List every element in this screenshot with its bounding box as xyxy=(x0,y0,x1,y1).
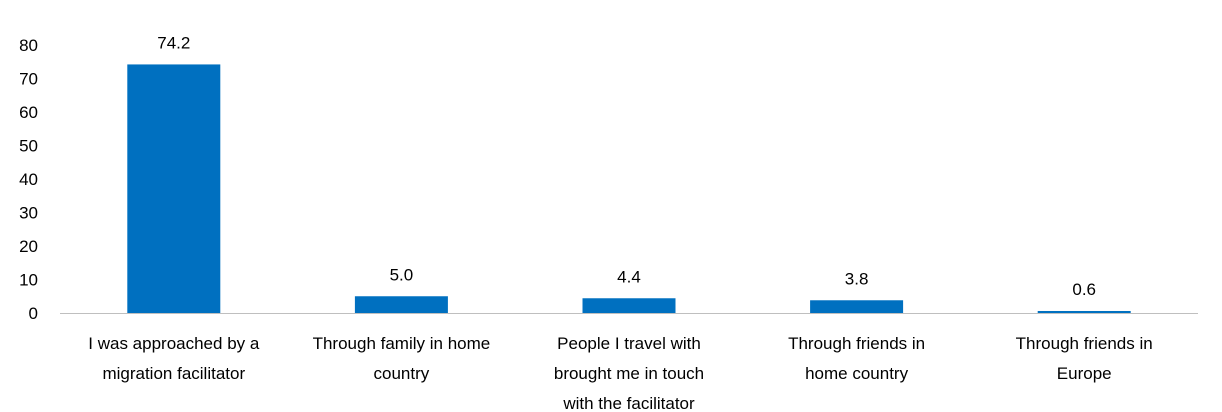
y-tick-label: 30 xyxy=(19,204,38,223)
bar xyxy=(354,296,448,313)
x-category-label: I was approached by a migration facilitat… xyxy=(88,334,260,383)
y-tick-label: 0 xyxy=(29,304,38,323)
y-tick-label: 70 xyxy=(19,70,38,89)
x-category-label: People I travel with brought me in touch w… xyxy=(554,334,704,412)
bar-value-label: 74.2 xyxy=(157,33,190,52)
x-category-label: Through friends in Europe xyxy=(1016,334,1153,383)
x-category-label-line: Through family in home xyxy=(313,334,491,353)
bar xyxy=(582,298,676,313)
x-category-label-line: People I travel with xyxy=(557,334,701,353)
bar xyxy=(810,300,904,313)
x-category-label-line: home country xyxy=(805,364,908,383)
x-category-label: Through family in home country xyxy=(313,334,491,383)
x-category-label: Through friends in home country xyxy=(788,334,925,383)
y-tick-label: 10 xyxy=(19,271,38,290)
bar-value-label: 0.6 xyxy=(1072,280,1096,299)
x-category-label-line: migration facilitator xyxy=(102,364,245,383)
bar-value-label: 4.4 xyxy=(617,267,641,286)
bars xyxy=(127,64,1131,314)
bar xyxy=(1037,310,1131,313)
x-category-label-line: Through friends in xyxy=(1016,334,1153,353)
x-category-label-line: I was approached by a xyxy=(88,334,260,353)
y-tick-label: 20 xyxy=(19,237,38,256)
y-tick-label: 60 xyxy=(19,103,38,122)
x-category-label-line: country xyxy=(374,364,430,383)
y-tick-label: 80 xyxy=(19,36,38,55)
data-labels: 74.2 5.0 4.4 3.8 0.6 xyxy=(157,33,1096,299)
y-axis-ticks: 0 10 20 30 40 50 60 70 80 xyxy=(19,36,38,323)
x-category-label-line: with the facilitator xyxy=(562,394,695,412)
x-category-label-line: Through friends in xyxy=(788,334,925,353)
y-tick-label: 40 xyxy=(19,170,38,189)
x-category-label-line: Europe xyxy=(1057,364,1112,383)
bar xyxy=(127,64,221,314)
x-category-label-line: brought me in touch xyxy=(554,364,704,383)
bar-value-label: 5.0 xyxy=(390,265,414,284)
y-tick-label: 50 xyxy=(19,137,38,156)
category-labels: I was approached by a migration facilitat… xyxy=(88,334,1152,412)
bar-value-label: 3.8 xyxy=(845,269,869,288)
